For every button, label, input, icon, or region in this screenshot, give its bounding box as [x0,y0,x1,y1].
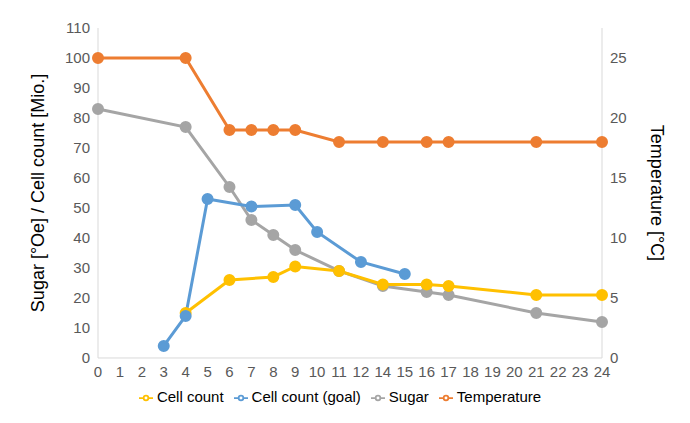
svg-text:Temperature [°C]: Temperature [°C] [647,125,667,261]
svg-text:18: 18 [462,363,479,380]
html-text:Sugar: Sugar [388,388,429,405]
svg-text:8: 8 [269,363,277,380]
svg-text:60: 60 [73,169,90,186]
svg-text:23: 23 [572,363,589,380]
svg-text:0: 0 [610,349,618,366]
svg-text:10: 10 [610,229,627,246]
svg-text:5: 5 [610,289,618,306]
svg-text:14: 14 [375,363,392,380]
svg-text:15: 15 [610,169,627,186]
svg-text:15: 15 [396,363,413,380]
svg-text:20: 20 [610,109,627,126]
svg-text:110: 110 [66,19,90,36]
svg-text:9: 9 [291,363,299,380]
svg-text:20: 20 [506,363,523,380]
svg-text:0: 0 [82,349,90,366]
svg-text:40: 40 [73,229,90,246]
svg-text:30: 30 [73,259,90,276]
svg-text:21: 21 [528,363,545,380]
svg-text:17: 17 [440,363,457,380]
svg-text:11: 11 [331,363,347,380]
svg-text:2: 2 [138,363,146,380]
svg-text:25: 25 [610,49,627,66]
svg-text:24: 24 [594,363,611,380]
svg-text:19: 19 [484,363,501,380]
svg-text:70: 70 [73,139,90,156]
svg-text:20: 20 [73,289,90,306]
svg-text:50: 50 [73,199,90,216]
svg-text:22: 22 [550,363,567,380]
svg-text:100: 100 [65,49,90,66]
svg-text:10: 10 [309,363,326,380]
svg-text:6: 6 [225,363,233,380]
svg-text:16: 16 [418,363,435,380]
svg-text:10: 10 [73,319,90,336]
html-text:Cell count: Cell count [156,388,224,405]
html-text:Cell count (goal): Cell count (goal) [251,388,361,405]
html-text:Temperature: Temperature [456,388,542,405]
svg-text:Sugar [°Oe] / Cell count [Mio.: Sugar [°Oe] / Cell count [Mio.] [28,74,48,312]
svg-text:0: 0 [94,363,102,380]
svg-text:5: 5 [203,363,211,380]
svg-text:90: 90 [73,79,90,96]
svg-text:4: 4 [181,363,189,380]
svg-text:12: 12 [353,363,370,380]
svg-text:80: 80 [73,109,90,126]
svg-text:1: 1 [116,363,124,380]
svg-text:3: 3 [160,363,168,380]
svg-text:7: 7 [247,363,255,380]
